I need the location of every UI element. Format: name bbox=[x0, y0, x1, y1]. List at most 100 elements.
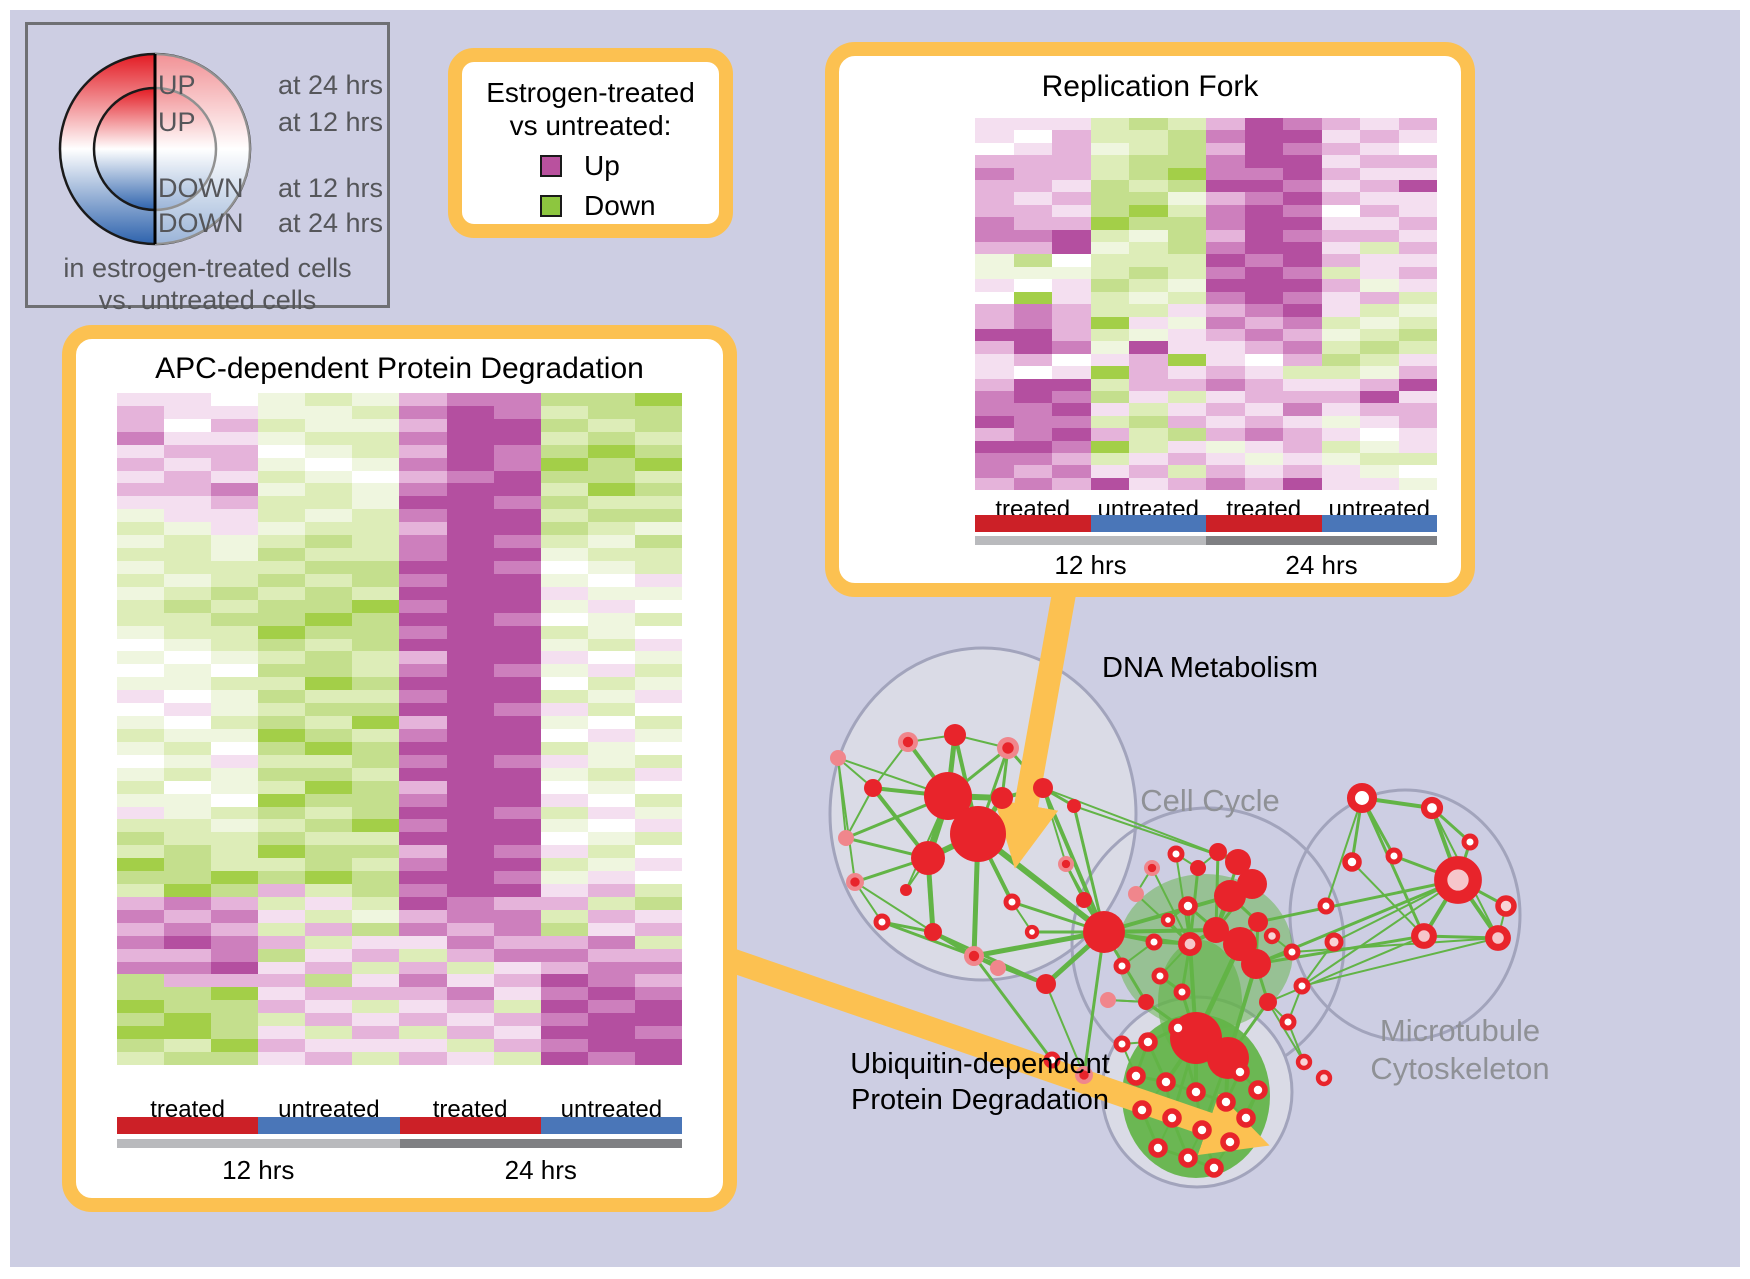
heatmap-row bbox=[975, 304, 1437, 317]
heatmap-cell bbox=[446, 832, 494, 846]
heatmap-cell bbox=[1244, 415, 1283, 429]
heatmap-row bbox=[117, 612, 682, 626]
heatmap-cell bbox=[587, 845, 635, 859]
heatmap-cell bbox=[1090, 403, 1129, 416]
heatmap-cell bbox=[634, 586, 682, 600]
heatmap-row bbox=[117, 948, 682, 962]
heatmap-cell bbox=[1206, 465, 1245, 478]
heatmap-cell bbox=[1244, 440, 1283, 453]
replication-fork-panel: Replication Fork treated untreated treated… bbox=[825, 42, 1475, 597]
heatmap-cell bbox=[446, 961, 494, 975]
heatmap-row bbox=[117, 1000, 682, 1014]
heatmap-cell bbox=[258, 586, 306, 600]
heatmap-row bbox=[975, 291, 1437, 305]
heatmap-cell bbox=[305, 496, 353, 510]
heatmap-cell bbox=[164, 470, 212, 484]
heatmap-cell bbox=[352, 961, 400, 975]
heatmap-cell bbox=[493, 922, 541, 936]
heatmap-cell bbox=[258, 509, 306, 523]
heatmap-cell bbox=[305, 573, 353, 587]
heatmap-cell bbox=[1283, 266, 1322, 280]
heatmap-cell bbox=[634, 858, 682, 872]
heatmap-cell bbox=[634, 457, 682, 471]
heatmap-cell bbox=[634, 548, 682, 561]
heatmap-cell bbox=[258, 405, 306, 419]
heatmap-cell bbox=[1013, 118, 1052, 131]
heatmap-row bbox=[117, 535, 682, 549]
heatmap-cell bbox=[493, 1026, 541, 1040]
heatmap-cell bbox=[1052, 341, 1091, 354]
heatmap-cell bbox=[1360, 242, 1399, 255]
heatmap-cell bbox=[493, 405, 541, 419]
heatmap-cell bbox=[493, 690, 541, 704]
heatmap-row bbox=[117, 625, 682, 639]
heatmap-cell bbox=[305, 832, 353, 846]
heatmap-cell bbox=[399, 845, 447, 859]
heatmap-cell bbox=[305, 703, 353, 717]
heatmap-cell bbox=[117, 987, 165, 1001]
heatmap-cell bbox=[211, 444, 259, 458]
heatmap-cell bbox=[1244, 242, 1283, 255]
heatmap-cell bbox=[211, 922, 259, 936]
heatmap-cell bbox=[1013, 142, 1052, 156]
heatmap-cell bbox=[1398, 291, 1437, 305]
microtubule-cytoskeleton-label: Microtubule Cytoskeleton bbox=[1330, 1012, 1590, 1088]
heatmap-cell bbox=[1090, 378, 1129, 391]
heatmap-cell bbox=[352, 535, 400, 549]
heatmap-cell bbox=[975, 304, 1014, 317]
heatmap-cell bbox=[1129, 155, 1168, 168]
heatmap-cell bbox=[1244, 118, 1283, 131]
heatmap-cell bbox=[258, 884, 306, 897]
heatmap-cell bbox=[164, 948, 212, 962]
treated-bar-segment bbox=[1206, 515, 1322, 532]
heatmap-cell bbox=[305, 1013, 353, 1027]
heatmap-cell bbox=[1206, 229, 1245, 243]
heatmap-cell bbox=[258, 444, 306, 458]
ring-down-12-time: at 12 hrs bbox=[277, 173, 383, 203]
heatmap-cell bbox=[1321, 142, 1360, 156]
heatmap-cell bbox=[211, 909, 259, 923]
heatmap-cell bbox=[493, 987, 541, 1001]
heatmap-cell bbox=[1129, 415, 1168, 429]
time-label: 12 hrs bbox=[1054, 550, 1127, 580]
heatmap-cell bbox=[1206, 279, 1245, 292]
heatmap-cell bbox=[1129, 304, 1168, 317]
heatmap-cell bbox=[1013, 328, 1052, 342]
heatmap-cell bbox=[1052, 378, 1091, 391]
heatmap-row bbox=[975, 328, 1437, 342]
heatmap-row bbox=[117, 418, 682, 432]
heatmap-row bbox=[975, 452, 1437, 466]
heatmap-cell bbox=[258, 612, 306, 626]
heatmap-cell bbox=[446, 560, 494, 574]
heatmap-cell bbox=[1360, 328, 1399, 342]
heatmap-cell bbox=[493, 1052, 541, 1065]
heatmap-cell bbox=[258, 1000, 306, 1014]
ring-up-12-time: at 12 hrs bbox=[277, 107, 383, 137]
heatmap-row bbox=[975, 465, 1437, 478]
heatmap-cell bbox=[352, 509, 400, 523]
heatmap-cell bbox=[352, 1013, 400, 1027]
heatmap-cell bbox=[975, 130, 1014, 143]
heatmap-cell bbox=[211, 405, 259, 419]
heatmap-cell bbox=[587, 1026, 635, 1040]
heatmap-cell bbox=[634, 987, 682, 1001]
heatmap-cell bbox=[164, 935, 212, 949]
heatmap-cell bbox=[493, 638, 541, 652]
heatmap-cell bbox=[1052, 440, 1091, 453]
heatmap-cell bbox=[164, 754, 212, 768]
heatmap-cell bbox=[493, 560, 541, 574]
heatmap-cell bbox=[164, 845, 212, 859]
heatmap-cell bbox=[1090, 167, 1129, 181]
heatmap-row bbox=[117, 560, 682, 574]
heatmap-cell bbox=[1167, 440, 1206, 453]
heatmap-row bbox=[117, 509, 682, 523]
heatmap-cell bbox=[1283, 192, 1322, 205]
heatmap-cell bbox=[634, 690, 682, 704]
heatmap-cell bbox=[1206, 155, 1245, 168]
heatmap-cell bbox=[587, 793, 635, 807]
heatmap-cell bbox=[164, 741, 212, 755]
heatmap-cell bbox=[305, 522, 353, 536]
heatmap-cell bbox=[634, 832, 682, 846]
heatmap-cell bbox=[540, 664, 588, 678]
heatmap-cell bbox=[352, 651, 400, 665]
